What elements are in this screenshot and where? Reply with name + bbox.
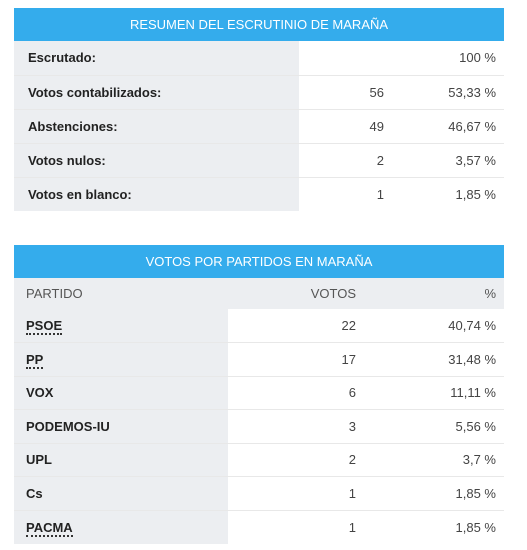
party-percent: 1,85 % (455, 519, 496, 535)
summary-label: Abstenciones: (14, 109, 299, 144)
party-name-cs: Cs (26, 485, 43, 501)
party-percent: 11,11 % (356, 376, 504, 410)
parties-header-row: PARTIDO VOTOS % (14, 278, 504, 309)
summary-row-null-votes: Votos nulos: 2 3,57 % (14, 143, 504, 178)
summary-table: Escrutado: 100 % Votos contabilizados: 5… (14, 41, 504, 211)
party-votes: 6 (228, 376, 356, 410)
party-link-psoe[interactable]: PSOE (26, 318, 63, 335)
party-percent: 31,48 % (356, 342, 504, 377)
party-link-pp[interactable]: PP (26, 351, 44, 369)
parties-panel: VOTOS POR PARTIDOS EN MARAÑA PARTIDO VOT… (14, 245, 504, 544)
party-link-pacma[interactable]: PACMA (26, 519, 73, 537)
summary-count: 2 (299, 143, 384, 178)
party-votes: 2 (228, 443, 356, 477)
party-name-podemos-iu: PODEMOS-IU (26, 418, 110, 434)
party-percent: 40,74 % (356, 309, 504, 343)
summary-count (299, 41, 384, 76)
summary-panel: RESUMEN DEL ESCRUTINIO DE MARAÑA Escruta… (14, 8, 504, 211)
summary-row-counted-votes: Votos contabilizados: 56 53,33 % (14, 75, 504, 110)
summary-percent: 100 % (384, 41, 504, 76)
summary-row-abstentions: Abstenciones: 49 46,67 % (14, 109, 504, 144)
party-percent: 3,7 % (356, 443, 504, 477)
party-row: PSOE 22 40,74 % (14, 309, 504, 343)
party-votes: 1 (348, 519, 356, 535)
summary-row-blank-votes: Votos en blanco: 1 1,85 % (14, 177, 504, 211)
summary-title: RESUMEN DEL ESCRUTINIO DE MARAÑA (14, 8, 504, 41)
summary-row-scrutinized: Escrutado: 100 % (14, 41, 504, 76)
column-header-votes: VOTOS (310, 286, 356, 301)
party-row: PACMA 1 1,85 % (14, 510, 504, 544)
summary-percent: 3,57 % (384, 143, 504, 178)
party-votes: 1 (228, 476, 356, 511)
party-row: PP 17 31,48 % (14, 342, 504, 377)
parties-table: PARTIDO VOTOS % PSOE 22 40,74 % PP 17 31… (14, 278, 504, 544)
column-header-party: PARTIDO (26, 286, 83, 301)
party-row: VOX 6 11,11 % (14, 376, 504, 410)
summary-label: Votos nulos: (14, 143, 299, 178)
summary-percent: 53,33 % (384, 75, 504, 110)
party-row: UPL 2 3,7 % (14, 443, 504, 477)
summary-label: Votos en blanco: (14, 177, 299, 211)
summary-label: Votos contabilizados: (14, 75, 299, 110)
summary-percent: 46,67 % (384, 109, 504, 144)
party-name-upl: UPL (26, 452, 52, 468)
party-votes: 3 (228, 409, 356, 444)
party-percent: 1,85 % (356, 476, 504, 511)
summary-percent: 1,85 % (455, 186, 496, 202)
party-percent: 5,56 % (356, 409, 504, 444)
summary-count: 49 (299, 109, 384, 144)
column-header-percent: % (484, 286, 496, 301)
party-votes: 17 (228, 342, 356, 377)
parties-title: VOTOS POR PARTIDOS EN MARAÑA (14, 245, 504, 278)
party-row: Cs 1 1,85 % (14, 476, 504, 511)
summary-label: Escrutado: (14, 41, 299, 76)
party-votes: 22 (228, 309, 356, 343)
summary-count: 56 (299, 75, 384, 110)
summary-count: 1 (376, 186, 384, 202)
party-name-vox: VOX (26, 385, 54, 401)
party-row: PODEMOS-IU 3 5,56 % (14, 409, 504, 444)
